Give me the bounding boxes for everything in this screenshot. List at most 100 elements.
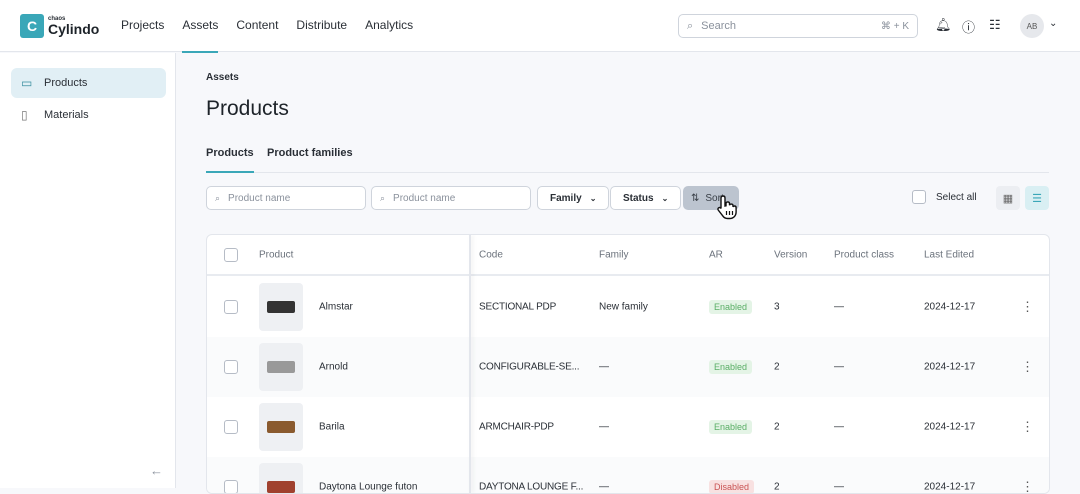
- search-icon: ⌕: [687, 19, 694, 32]
- table-row[interactable]: Daytona Lounge futon DAYTONA LOUNGE F...…: [207, 457, 1049, 494]
- logo[interactable]: C chaos Cylindo: [20, 14, 99, 38]
- col-ar[interactable]: AR: [709, 249, 723, 260]
- status-dropdown[interactable]: Status ⌄: [610, 186, 682, 210]
- table-row[interactable]: Barila ARMCHAIR-PDP — Enabled 2 — 2024-1…: [207, 397, 1049, 457]
- list-icon: ☰: [1032, 192, 1042, 205]
- product-family: —: [599, 421, 609, 433]
- product-thumbnail: [259, 463, 303, 493]
- settings-sliders-icon[interactable]: ☷: [989, 17, 1001, 32]
- search-input[interactable]: ⌕ Search ⌘ + K: [678, 14, 918, 38]
- last-edited: 2024-12-17: [924, 361, 976, 373]
- main-nav: Projects Assets Content Distribute Analy…: [112, 0, 422, 53]
- sidebar-item-label: Materials: [44, 109, 89, 121]
- sidebar-item-products[interactable]: ▭ Products: [11, 68, 166, 98]
- col-product-class[interactable]: Product class: [834, 249, 895, 260]
- sofa-icon: ▭: [21, 76, 33, 90]
- product-thumbnail: [259, 403, 303, 451]
- more-options-icon[interactable]: ⋮: [1021, 299, 1034, 314]
- last-edited: 2024-12-17: [924, 301, 976, 313]
- table-row[interactable]: Almstar SECTIONAL PDP New family Enabled…: [207, 277, 1049, 337]
- nav-projects[interactable]: Projects: [121, 18, 165, 32]
- sidebar-item-materials[interactable]: ▯ Materials: [11, 100, 166, 130]
- tab-product-families[interactable]: Product families: [267, 147, 353, 159]
- grid-icon: ▦: [1002, 192, 1014, 205]
- product-class: —: [834, 421, 844, 433]
- col-family[interactable]: Family: [599, 249, 629, 260]
- nav-analytics[interactable]: Analytics: [365, 18, 414, 32]
- product-family: —: [599, 361, 609, 373]
- dropdown-label: Status: [623, 192, 654, 204]
- page-title: Products: [206, 97, 289, 120]
- more-options-icon[interactable]: ⋮: [1021, 359, 1034, 374]
- tabs: Products Product families: [206, 140, 1049, 173]
- chevron-down-icon: ⌄: [589, 193, 597, 203]
- tab-products[interactable]: Products: [206, 147, 254, 173]
- product-name[interactable]: Daytona Lounge futon: [319, 481, 418, 493]
- last-edited: 2024-12-17: [924, 481, 976, 493]
- family-dropdown[interactable]: Family ⌄: [537, 186, 610, 210]
- nav-distribute[interactable]: Distribute: [296, 18, 348, 32]
- ar-status-badge: Enabled: [709, 300, 753, 314]
- table-row[interactable]: Arnold CONFIGURABLE-SE... — Enabled 2 — …: [207, 337, 1049, 397]
- nav-assets[interactable]: Assets: [173, 0, 227, 53]
- ar-status-badge: Disabled: [709, 480, 755, 493]
- product-name[interactable]: Barila: [319, 421, 345, 433]
- nav-content[interactable]: Content: [236, 18, 279, 32]
- product-version: 2: [774, 481, 780, 493]
- products-table: Product Code Family AR Version Product c…: [206, 234, 1050, 494]
- column-divider: [469, 235, 471, 493]
- breadcrumb[interactable]: Assets: [206, 72, 239, 83]
- product-code: ARMCHAIR-PDP: [479, 421, 554, 433]
- more-options-icon[interactable]: ⋮: [1021, 419, 1034, 434]
- product-class: —: [834, 481, 844, 493]
- collapse-sidebar-icon[interactable]: ←: [150, 463, 163, 478]
- sidebar: ▭ Products ▯ Materials ←: [0, 53, 176, 488]
- product-family: —: [599, 481, 609, 493]
- product-name-search-input-2[interactable]: ⌕ Product name: [371, 186, 531, 210]
- product-name-search-input[interactable]: ⌕ Product name: [206, 186, 366, 210]
- product-code: SECTIONAL PDP: [479, 301, 557, 313]
- sort-icon: ⇅: [691, 192, 700, 204]
- select-all-label: Select all: [936, 191, 977, 203]
- col-last-edited[interactable]: Last Edited: [924, 249, 975, 260]
- search-shortcut: ⌘ + K: [880, 20, 909, 32]
- hand-cursor-icon: [717, 195, 737, 220]
- brand-name: Cylindo: [48, 21, 100, 37]
- row-checkbox[interactable]: [224, 300, 238, 314]
- product-version: 2: [774, 421, 780, 433]
- brand-small: chaos: [48, 16, 66, 22]
- chevron-down-icon[interactable]: ⌄: [1049, 18, 1058, 29]
- product-name[interactable]: Almstar: [319, 301, 353, 313]
- search-icon: ⌕: [380, 192, 386, 203]
- product-class: —: [834, 301, 844, 313]
- product-thumbnail: [259, 343, 303, 391]
- col-product[interactable]: Product: [259, 249, 294, 260]
- help-icon[interactable]: ⓘ: [962, 20, 976, 35]
- row-checkbox[interactable]: [224, 480, 238, 493]
- product-thumbnail: [259, 283, 303, 331]
- list-view-button[interactable]: ☰: [1025, 186, 1049, 210]
- chevron-down-icon: ⌄: [661, 193, 669, 203]
- last-edited: 2024-12-17: [924, 421, 976, 433]
- grid-view-button[interactable]: ▦: [996, 186, 1020, 210]
- row-checkbox[interactable]: [224, 420, 238, 434]
- bell-icon[interactable]: 🔔︎: [935, 17, 952, 32]
- more-options-icon[interactable]: ⋮: [1021, 479, 1034, 494]
- avatar[interactable]: AB: [1020, 14, 1044, 38]
- row-checkbox[interactable]: [224, 360, 238, 374]
- sort-label: Sort: [705, 192, 724, 204]
- product-class: —: [834, 361, 844, 373]
- placeholder: Product name: [228, 192, 291, 204]
- col-version[interactable]: Version: [774, 249, 808, 260]
- placeholder: Product name: [393, 192, 456, 204]
- select-all[interactable]: Select all: [912, 190, 977, 204]
- select-all-checkbox[interactable]: [912, 190, 926, 204]
- dropdown-label: Family: [550, 192, 582, 204]
- product-name[interactable]: Arnold: [319, 361, 348, 373]
- ar-status-badge: Enabled: [709, 420, 753, 434]
- col-code[interactable]: Code: [479, 249, 503, 260]
- table-header: Product Code Family AR Version Product c…: [207, 235, 1049, 276]
- sidebar-item-label: Products: [44, 77, 88, 89]
- header-checkbox[interactable]: [224, 247, 238, 262]
- top-bar: C chaos Cylindo Projects Assets Content D…: [0, 0, 1080, 53]
